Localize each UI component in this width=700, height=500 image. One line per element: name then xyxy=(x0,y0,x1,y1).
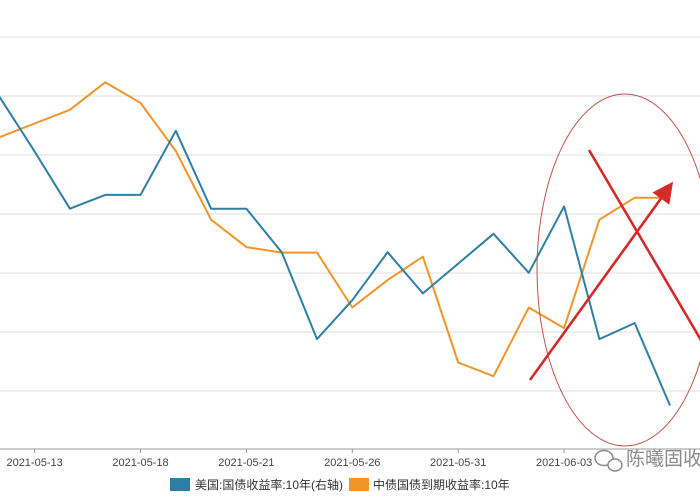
wechat-icon xyxy=(594,449,623,472)
x-tick-label: 2021-05-26 xyxy=(324,457,380,469)
watermark-text: 陈曦固收 xyxy=(626,448,700,470)
legend-label: 美国:国债收益率:10年(右轴) xyxy=(195,477,343,492)
x-axis: 2021-05-13 2021-05-18 2021-05-21 2021-05-26… xyxy=(0,448,700,469)
annotations xyxy=(528,93,700,447)
legend-swatch xyxy=(349,478,369,491)
x-tick-label: 2021-05-13 xyxy=(6,457,62,469)
x-tick-label: 2021-06-03 xyxy=(536,457,592,469)
legend-swatch xyxy=(170,478,190,491)
highlight-ellipse xyxy=(536,93,700,447)
legend-label: 中债国债到期收益率:10年 xyxy=(373,477,510,492)
arrow-down xyxy=(587,149,700,341)
watermark: 陈曦固收 xyxy=(594,448,700,472)
x-tick-label: 2021-05-18 xyxy=(112,457,168,469)
x-tick-label: 2021-05-21 xyxy=(218,457,274,469)
series-line-us-10y xyxy=(0,95,671,406)
gridlines xyxy=(0,36,700,392)
legend: 美国:国债收益率:10年(右轴) 中债国债到期收益率:10年 xyxy=(170,477,510,492)
series-lines xyxy=(0,81,671,406)
x-tick-label: 2021-05-31 xyxy=(430,457,486,469)
arrow-up xyxy=(528,181,674,381)
